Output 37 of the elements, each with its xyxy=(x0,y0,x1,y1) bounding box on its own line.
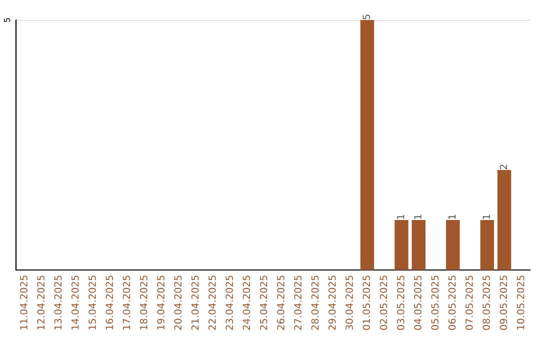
ref-line-label: 5 xyxy=(4,18,10,22)
x-tick-label: 05.05.2025 xyxy=(431,276,439,330)
x-tick-label: 02.05.2025 xyxy=(380,276,388,330)
x-tick-label: 17.04.2025 xyxy=(122,276,130,330)
x-tick-label: 10.05.2025 xyxy=(516,276,524,330)
data-label: 1 xyxy=(414,214,422,219)
x-tick-label: 26.04.2025 xyxy=(277,276,284,330)
x-tick-label: 29.04.2025 xyxy=(328,276,336,330)
x-tick-label: 11.04.2025 xyxy=(20,276,28,330)
x-tick-label: 27.04.2025 xyxy=(294,276,302,330)
x-tick-label: 09.05.2025 xyxy=(500,276,508,330)
x-tick-label: 23.04.2025 xyxy=(226,276,233,330)
data-label: 1 xyxy=(448,214,456,219)
x-tick-label: 21.04.2025 xyxy=(191,276,199,330)
x-tick-label: 16.04.2025 xyxy=(106,276,114,330)
data-label: 2 xyxy=(500,164,507,170)
x-tick-label: 24.04.2025 xyxy=(242,276,250,330)
x-tick-label: 01.05.2025 xyxy=(362,276,370,330)
x-tick-label: 20.04.2025 xyxy=(174,276,182,330)
x-tick-label: 04.05.2025 xyxy=(414,276,422,330)
x-tick-label: 07.05.2025 xyxy=(466,276,473,330)
data-label: 1 xyxy=(482,214,490,219)
x-tick-label: 03.05.2025 xyxy=(396,276,404,330)
data-label: 1 xyxy=(397,214,404,219)
x-tick-label: 28.04.2025 xyxy=(311,276,319,330)
x-tick-label: 13.04.2025 xyxy=(54,276,62,330)
x-tick-label: 12.04.2025 xyxy=(37,276,45,330)
x-tick-label: 25.04.2025 xyxy=(260,276,268,330)
x-tick-label: 22.04.2025 xyxy=(208,276,216,330)
x-tick-label: 18.04.2025 xyxy=(140,276,148,330)
x-tick-label: 08.05.2025 xyxy=(482,276,490,330)
x-tick-label: 30.04.2025 xyxy=(346,276,353,330)
x-tick-label: 14.04.2025 xyxy=(71,276,79,330)
x-tick-label: 06.05.2025 xyxy=(448,276,456,330)
data-label: 5 xyxy=(362,14,370,20)
x-tick-label: 15.04.2025 xyxy=(88,276,96,330)
x-tick-label: 19.04.2025 xyxy=(157,276,164,330)
